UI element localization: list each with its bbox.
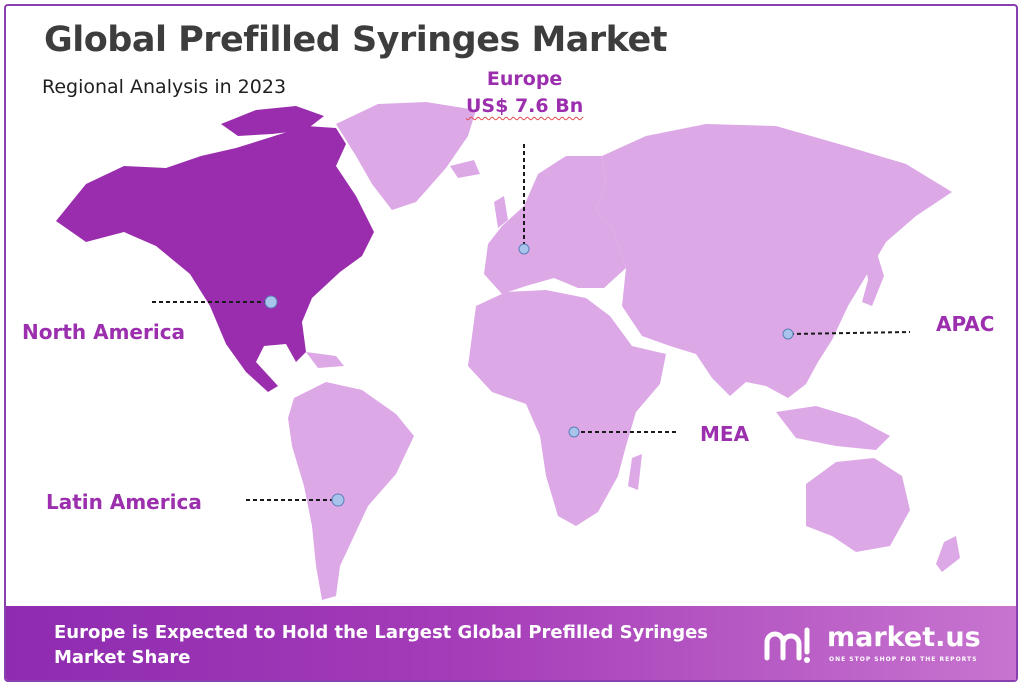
europe-name: Europe [486,68,563,90]
apac-label: APAC [936,312,995,336]
uk-shape [494,196,508,228]
caribbean-shape [306,352,344,368]
infographic-frame: Global Prefilled Syringes Market Regiona… [4,4,1018,682]
africa-shape [468,290,666,526]
mea-label: MEA [700,422,750,446]
world-map [56,102,960,600]
footer-banner: Europe is Expected to Hold the Largest G… [6,606,1016,680]
banner-text: Europe is Expected to Hold the Largest G… [54,622,709,668]
mea-marker [568,426,580,438]
page-subtitle: Regional Analysis in 2023 [42,76,287,98]
europe-marker [518,243,530,255]
south-america-shape [288,382,414,600]
apac-marker [782,328,794,340]
southeast-asia-shape [776,406,890,450]
madagascar-shape [628,454,642,490]
australia-shape [806,458,910,552]
iceland-shape [450,160,480,178]
apac-callout-line [789,331,911,335]
latin-america-label: Latin America [46,490,202,514]
arctic-islands-shape [221,106,324,136]
latin-america-marker [331,493,345,507]
brand-logo: market.us ONE STOP SHOP FOR THE REPORTS [761,622,1001,666]
market-us-logo-icon [764,627,810,663]
brand-tagline: ONE STOP SHOP FOR THE REPORTS [829,656,978,663]
japan-shape [862,250,884,306]
north-america-shape [56,126,374,392]
europe-value: US$ 7.6 Bn [466,95,584,117]
europe-shape [484,156,626,294]
north-america-marker [264,295,278,309]
europe-label: Europe US$ 7.6 Bn [466,66,583,120]
page-title: Global Prefilled Syringes Market [44,20,668,60]
asia-shape [596,124,952,398]
new-zealand-shape [936,536,960,572]
greenland-shape [336,102,476,210]
north-america-label: North America [22,320,186,344]
brand-name: market.us [827,622,981,653]
